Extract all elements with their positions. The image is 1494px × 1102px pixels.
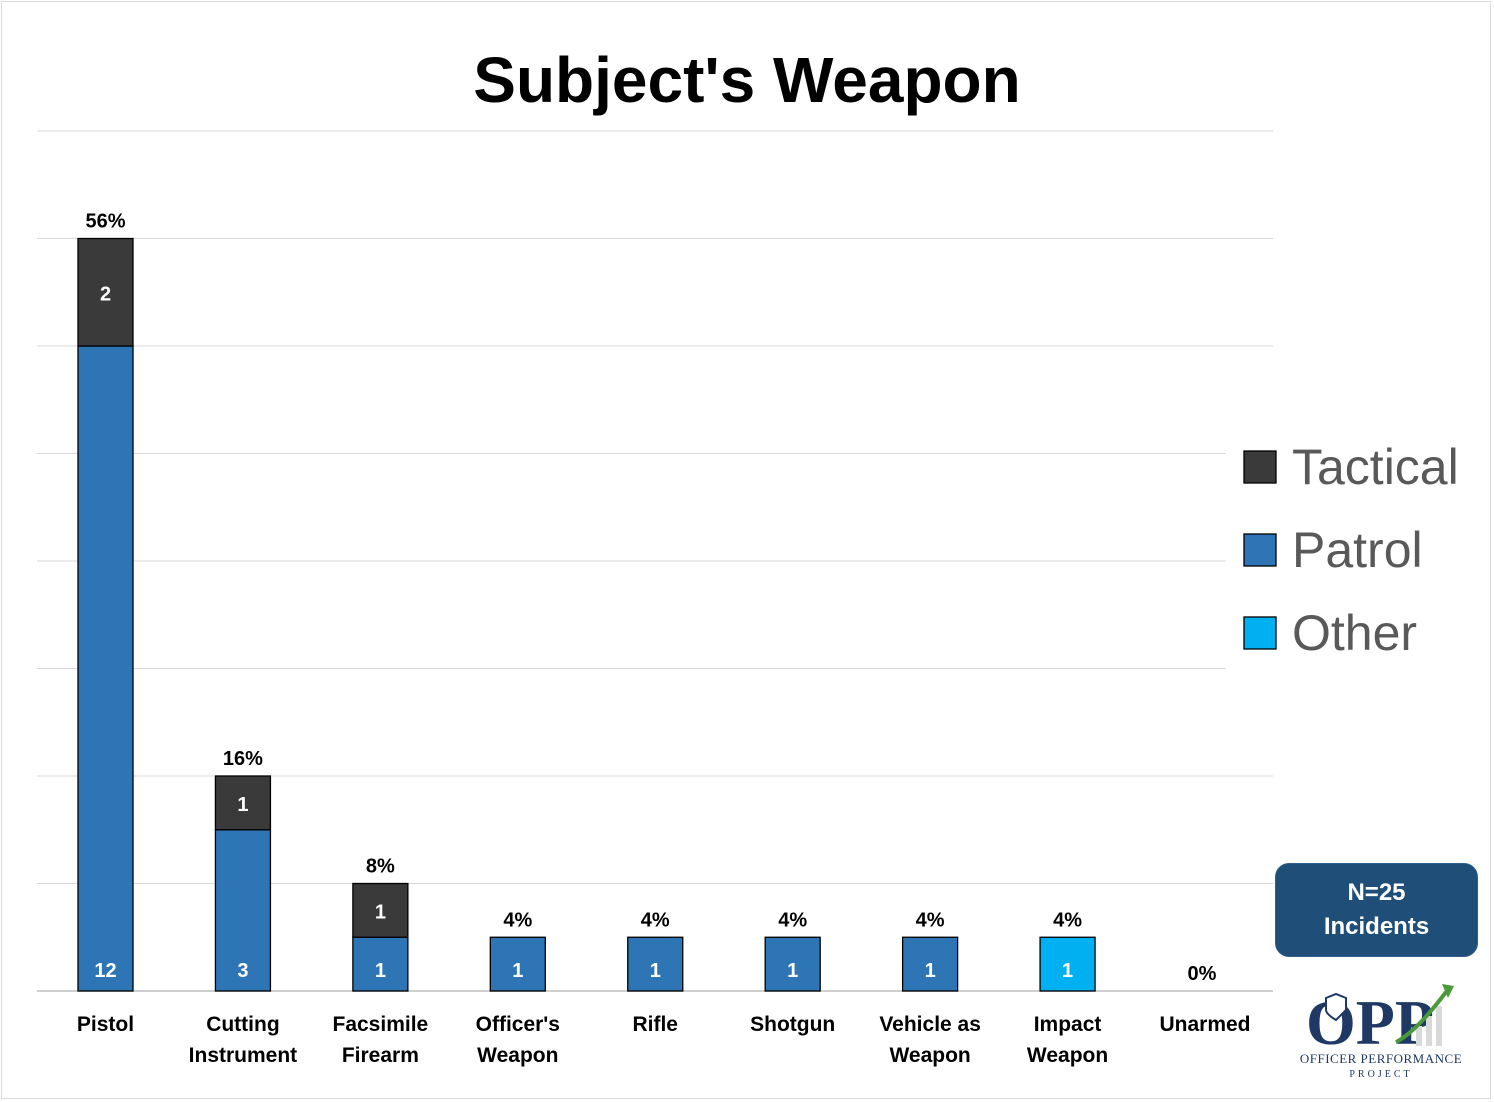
bar-segment-other xyxy=(1039,936,1096,992)
data-label: 1 xyxy=(650,960,661,982)
bar-segment-patrol xyxy=(489,936,546,992)
bar-segment-tactical xyxy=(214,775,272,831)
percent-label: 4% xyxy=(503,909,532,931)
tick-label: Impact Weapon xyxy=(1027,1013,1108,1067)
percent-label: 4% xyxy=(641,909,670,931)
legend: Tactical Patrol Other xyxy=(1226,420,1488,670)
data-label: 3 xyxy=(237,960,248,982)
data-label: 1 xyxy=(925,960,936,982)
bar-segment-tactical xyxy=(352,882,409,938)
legend-swatch-patrol xyxy=(1243,533,1277,567)
legend-label-tactical: Tactical xyxy=(1292,439,1459,495)
legend-swatch-tactical xyxy=(1243,450,1277,484)
data-label: 1 xyxy=(1062,960,1073,982)
data-label: 1 xyxy=(237,794,248,816)
percent-label: 16% xyxy=(223,748,263,770)
sample-size-unit: Incidents xyxy=(1323,913,1430,940)
tick-label: Shotgun xyxy=(750,1013,835,1036)
logo-name: OFFICER PERFORMANCE xyxy=(1299,1051,1463,1066)
bar-segment-patrol xyxy=(214,829,272,992)
percent-label: 4% xyxy=(916,909,945,931)
bar-segment-patrol xyxy=(901,936,959,992)
data-label: 12 xyxy=(94,960,116,982)
data-label: 1 xyxy=(512,960,523,982)
legend-label-other: Other xyxy=(1292,605,1417,661)
bar-segment-tactical xyxy=(77,237,134,347)
sample-size-count: N=25 xyxy=(1347,879,1406,906)
chart-title: Subject's Weapon xyxy=(473,44,1020,116)
tick-label: Vehicle as Weapon xyxy=(879,1013,981,1067)
bars: 12 2 56% 3 1 16% 1 1 8% 1 4% 1 4% 1 4% 1 4% 1 4% 0% xyxy=(77,211,1217,992)
tick-label: Rifle xyxy=(632,1013,678,1036)
data-label: 1 xyxy=(375,960,386,982)
x-axis-labels: Pistol Cutting Instrument Facsimile Firearm O… xyxy=(77,1013,1251,1067)
data-label: 1 xyxy=(375,901,386,923)
percent-label: 4% xyxy=(1053,909,1082,931)
percent-label: 0% xyxy=(1188,963,1217,985)
tick-label: Unarmed xyxy=(1159,1013,1250,1036)
tick-label: Officer's Weapon xyxy=(476,1013,560,1067)
percent-label: 4% xyxy=(778,909,807,931)
opp-logo-icon: OPP xyxy=(1306,984,1454,1058)
tick-label: Pistol xyxy=(77,1013,134,1036)
legend-swatch-other xyxy=(1243,616,1277,650)
bar-segment-patrol xyxy=(627,936,684,992)
bar-segment-patrol xyxy=(764,936,821,992)
percent-label: 56% xyxy=(85,211,125,233)
percent-label: 8% xyxy=(366,856,395,878)
sample-size-badge: N=25 Incidents xyxy=(1275,863,1478,957)
logo-text: OFFICER PERFORMANCE PROJECT xyxy=(1296,1051,1466,1080)
tick-label: Facsimile Firearm xyxy=(333,1013,429,1067)
logo-subname: PROJECT xyxy=(1349,1069,1413,1080)
data-label: 2 xyxy=(100,283,111,305)
bar-segment-patrol xyxy=(77,345,134,992)
legend-label-patrol: Patrol xyxy=(1292,522,1423,578)
tick-label: Cutting Instrument xyxy=(189,1013,298,1067)
data-label: 1 xyxy=(787,960,798,982)
